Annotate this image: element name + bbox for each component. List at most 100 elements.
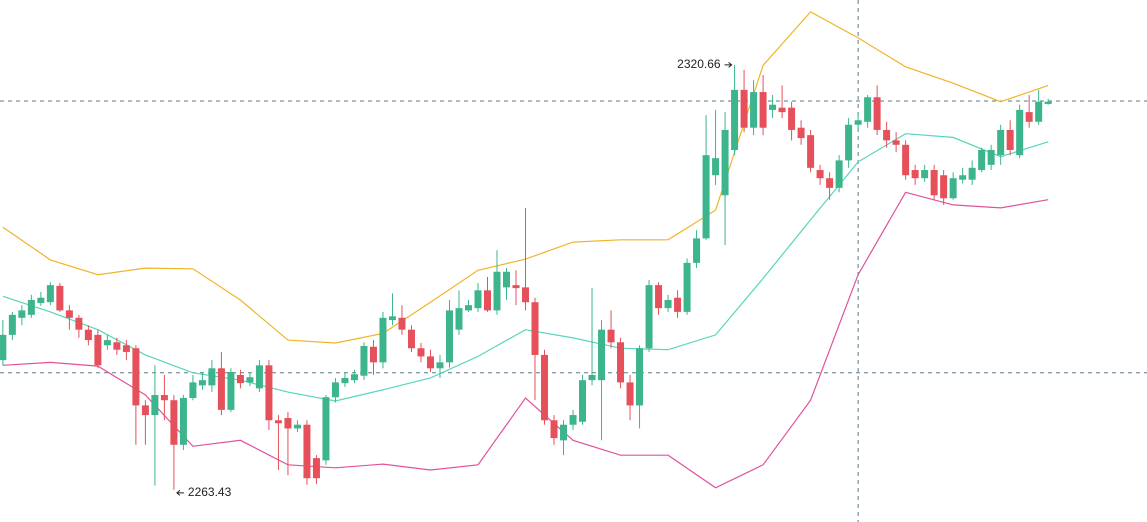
candle-body [379, 317, 387, 363]
candle-body [293, 424, 301, 429]
candle-body [0, 334, 7, 361]
candle-body [816, 170, 824, 179]
candle-body [911, 170, 919, 179]
candle-body [655, 285, 663, 309]
candle-body [883, 129, 891, 141]
candle-body [341, 377, 349, 384]
candle-body [569, 415, 577, 425]
candle-body [360, 346, 368, 376]
high-label: 2320.66 [677, 57, 721, 71]
candle-body [369, 346, 377, 363]
candle-body [170, 400, 178, 445]
candle-body [949, 178, 957, 199]
candle-body [1035, 101, 1043, 122]
candle-body [959, 175, 967, 180]
candle-body [921, 170, 929, 179]
candle-body [1016, 109, 1024, 156]
candle-body [579, 380, 587, 422]
candle-body [902, 144, 910, 176]
candle-body [274, 420, 282, 424]
candle-body [436, 362, 444, 369]
high-arrow [724, 62, 733, 68]
candle-body [236, 374, 244, 384]
candle-body [807, 135, 815, 168]
candle-body [493, 271, 501, 311]
candle-body [217, 368, 225, 410]
candle-body [8, 314, 16, 335]
candle-body [987, 149, 995, 165]
candle-body [189, 382, 197, 398]
candle-body [740, 89, 748, 128]
candle-body [797, 127, 805, 139]
candle-body [303, 424, 311, 479]
candle-body [607, 329, 615, 343]
candle-body [350, 374, 358, 381]
candle-body [426, 356, 434, 369]
candle-body [132, 348, 140, 406]
candle-body [160, 395, 168, 401]
candle-body [940, 175, 948, 199]
candle-body [731, 89, 739, 150]
candle-body [864, 97, 872, 122]
candle-body [312, 458, 320, 479]
candle-body [759, 92, 767, 128]
candle-body [721, 129, 729, 196]
candle-body [550, 420, 558, 439]
candle-body [930, 170, 938, 196]
candle-body [284, 418, 292, 429]
candle-body [388, 316, 396, 321]
candle-body [398, 317, 406, 330]
candle-body [445, 310, 453, 363]
low-label: 2263.43 [188, 485, 232, 499]
candle-body [198, 380, 206, 386]
candle-body [455, 308, 463, 330]
candle-body [826, 178, 834, 188]
candle-body [483, 290, 491, 311]
candle-body [322, 397, 330, 461]
candle-body [227, 372, 235, 410]
candle-body [702, 155, 710, 239]
candle-body [683, 262, 691, 312]
candle-body [645, 285, 653, 349]
candle-body [693, 238, 701, 263]
candle-body [598, 329, 606, 381]
candle-body [417, 348, 425, 357]
candle-body [179, 397, 187, 445]
candle-body [778, 107, 786, 113]
candle-body [531, 302, 539, 355]
candle-body [873, 97, 881, 130]
candle-body [892, 140, 900, 145]
candle-body [141, 405, 149, 416]
candle-body [208, 368, 216, 386]
candle-body [474, 290, 482, 309]
candle-body [27, 299, 35, 315]
candle-body [84, 329, 92, 341]
candle-body [997, 129, 1005, 156]
candle-body [664, 299, 672, 309]
candle-body [978, 149, 986, 171]
candle-body [94, 334, 102, 366]
candle-body [46, 285, 54, 303]
candle-body [265, 365, 273, 421]
candle-body [968, 167, 976, 180]
candle-body [246, 377, 254, 383]
candle-body [113, 342, 121, 350]
candle-body [769, 104, 777, 110]
candle-body [845, 124, 853, 161]
candle-body [37, 297, 45, 303]
candle-body [522, 287, 530, 303]
candle-body [1044, 101, 1052, 104]
candle-body [56, 285, 64, 311]
candle-body [674, 297, 682, 312]
candle-body [407, 329, 415, 349]
band-line [2, 133, 1049, 402]
candle-body [255, 365, 263, 389]
candle-body [65, 310, 73, 318]
candle-body [151, 395, 159, 416]
candle-body [541, 354, 549, 421]
candle-body [750, 92, 758, 128]
candle-body [560, 424, 568, 441]
candle-body [636, 348, 644, 406]
candle-body [788, 107, 796, 130]
